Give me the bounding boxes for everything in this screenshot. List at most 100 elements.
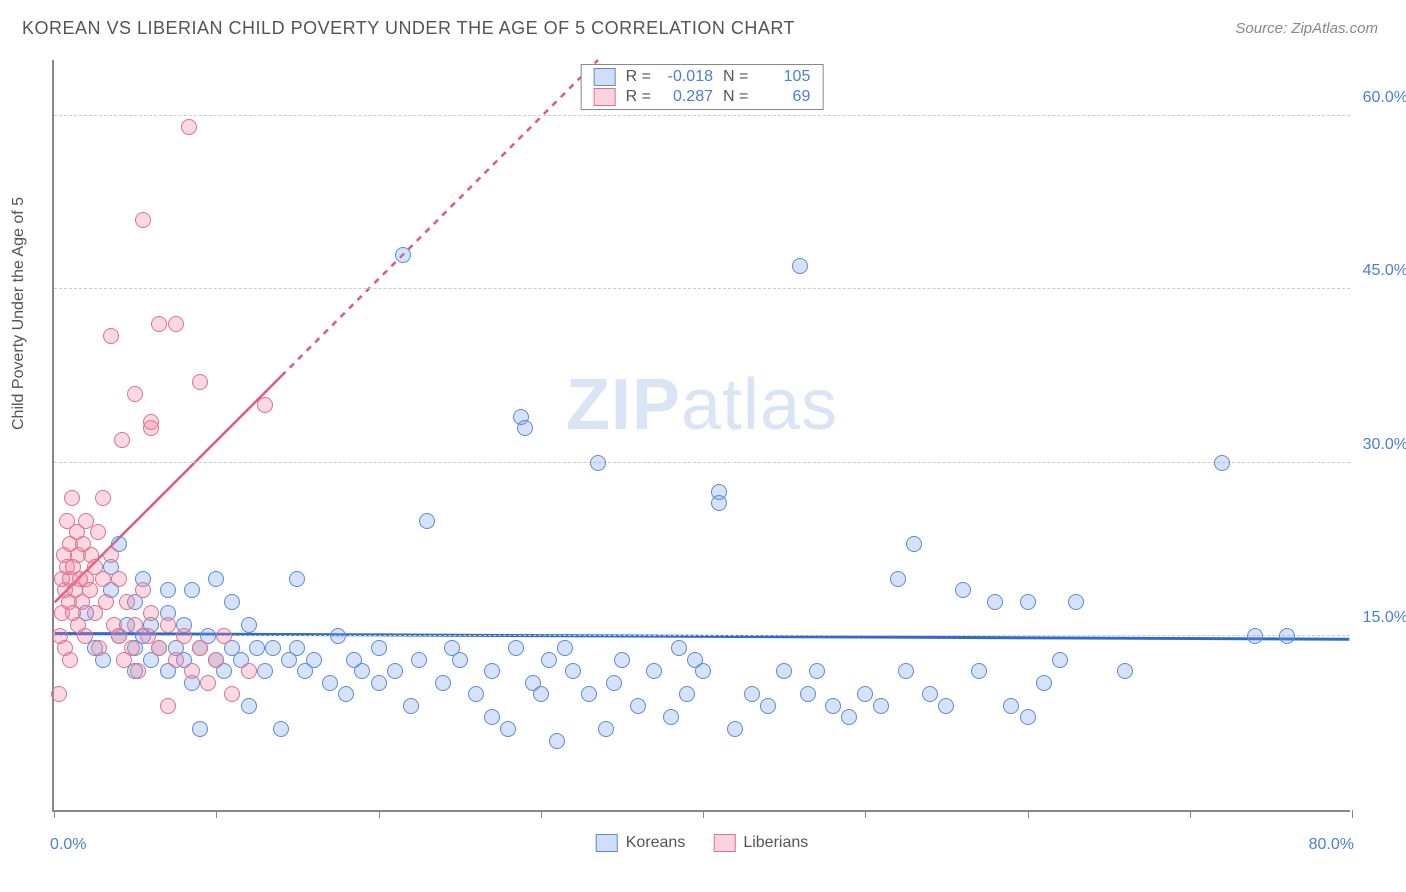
point-korean	[338, 686, 354, 702]
point-liberian	[111, 628, 127, 644]
source-label: Source:	[1235, 20, 1287, 37]
y-tick-label: 15.0%	[1356, 609, 1406, 627]
point-korean	[241, 698, 257, 714]
point-korean	[371, 675, 387, 691]
point-korean	[419, 513, 435, 529]
point-liberian	[127, 617, 143, 633]
point-korean	[395, 247, 411, 263]
point-korean	[1036, 675, 1052, 691]
point-liberian	[151, 316, 167, 332]
point-korean	[792, 258, 808, 274]
point-korean	[435, 675, 451, 691]
point-korean	[857, 686, 873, 702]
point-korean	[695, 663, 711, 679]
gridline	[54, 115, 1350, 116]
watermark-light: atlas	[681, 365, 838, 445]
point-korean	[938, 698, 954, 714]
y-axis-label: Child Poverty Under the Age of 5	[10, 197, 28, 430]
point-korean	[265, 640, 281, 656]
scatter-plot: ZIPatlas R = -0.018 N = 105 R = 0.287 N …	[52, 60, 1350, 812]
point-korean	[565, 663, 581, 679]
point-korean	[955, 582, 971, 598]
point-liberian	[143, 605, 159, 621]
swatch-liberians	[713, 834, 735, 852]
x-axis-min-label: 0.0%	[50, 836, 86, 854]
point-korean	[1003, 698, 1019, 714]
point-korean	[1020, 709, 1036, 725]
point-liberian	[184, 663, 200, 679]
point-korean	[776, 663, 792, 679]
r-value-liberians: 0.287	[661, 88, 713, 106]
point-liberian	[124, 640, 140, 656]
x-tick	[865, 810, 866, 818]
x-tick	[1190, 810, 1191, 818]
point-korean	[590, 455, 606, 471]
point-liberian	[95, 490, 111, 506]
x-tick	[379, 810, 380, 818]
y-tick-label: 30.0%	[1356, 436, 1406, 454]
point-liberian	[216, 628, 232, 644]
point-liberian	[224, 686, 240, 702]
point-korean	[533, 686, 549, 702]
point-korean	[289, 571, 305, 587]
point-korean	[508, 640, 524, 656]
point-korean	[873, 698, 889, 714]
point-liberian	[51, 686, 67, 702]
point-korean	[257, 663, 273, 679]
point-liberian	[160, 617, 176, 633]
swatch-koreans	[594, 68, 616, 86]
point-korean	[192, 721, 208, 737]
source-credit: Source: ZipAtlas.com	[1235, 20, 1378, 37]
point-korean	[614, 652, 630, 668]
point-liberian	[62, 652, 78, 668]
legend-item-koreans: Koreans	[596, 834, 686, 852]
y-tick-label: 60.0%	[1356, 89, 1406, 107]
point-liberian	[192, 374, 208, 390]
watermark: ZIPatlas	[566, 364, 838, 446]
point-liberian	[95, 571, 111, 587]
point-korean	[679, 686, 695, 702]
point-korean	[711, 495, 727, 511]
point-korean	[452, 652, 468, 668]
point-korean	[1247, 628, 1263, 644]
legend-row-liberians: R = 0.287 N = 69	[582, 87, 823, 107]
point-liberian	[98, 594, 114, 610]
point-korean	[289, 640, 305, 656]
x-tick	[216, 810, 217, 818]
point-korean	[184, 582, 200, 598]
point-korean	[809, 663, 825, 679]
y-tick-label: 45.0%	[1356, 262, 1406, 280]
point-korean	[800, 686, 816, 702]
point-korean	[517, 420, 533, 436]
point-liberian	[119, 594, 135, 610]
series-name-koreans: Koreans	[626, 834, 686, 852]
point-korean	[1214, 455, 1230, 471]
x-tick	[1028, 810, 1029, 818]
point-liberian	[181, 119, 197, 135]
point-liberian	[257, 397, 273, 413]
point-liberian	[143, 414, 159, 430]
point-korean	[598, 721, 614, 737]
point-korean	[663, 709, 679, 725]
r-label: R =	[626, 68, 651, 86]
x-axis-max-label: 80.0%	[1309, 836, 1354, 854]
r-label: R =	[626, 88, 651, 106]
point-korean	[971, 663, 987, 679]
point-korean	[630, 698, 646, 714]
point-liberian	[127, 386, 143, 402]
x-tick	[541, 810, 542, 818]
r-value-koreans: -0.018	[661, 68, 713, 86]
point-liberian	[176, 628, 192, 644]
x-tick	[54, 810, 55, 818]
legend-item-liberians: Liberians	[713, 834, 808, 852]
source-name: ZipAtlas.com	[1291, 20, 1378, 37]
point-liberian	[91, 640, 107, 656]
point-korean	[606, 675, 622, 691]
point-korean	[841, 709, 857, 725]
correlation-legend: R = -0.018 N = 105 R = 0.287 N = 69	[581, 64, 824, 110]
n-label: N =	[723, 68, 748, 86]
point-korean	[468, 686, 484, 702]
point-liberian	[90, 524, 106, 540]
point-liberian	[82, 582, 98, 598]
point-korean	[387, 663, 403, 679]
